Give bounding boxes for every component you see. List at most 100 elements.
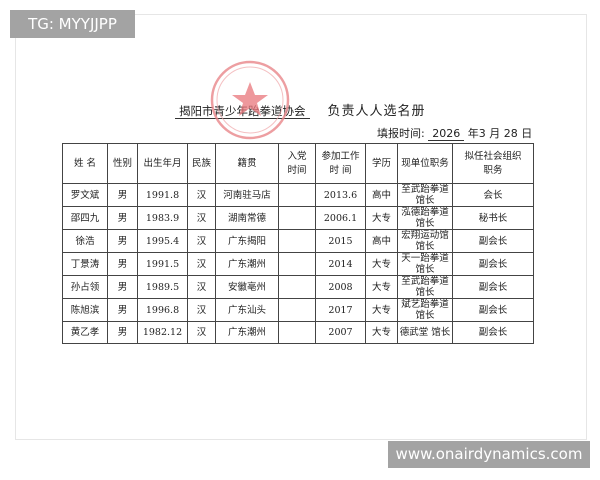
empty-cell: [278, 298, 316, 322]
cell: 2007: [315, 321, 366, 344]
cell: 广东潮州: [215, 321, 279, 344]
roster-table: 姓 名性别 出生年月 民族 籍贯 入党 时间 参加工作时 间学历 现单位职务 拟任社会组织 职务罗…: [62, 143, 534, 344]
data-row: 陈旭滨男 1996.8 汉广东汕头 2017 大专 斌艺跆拳道馆长 副会长: [62, 298, 534, 322]
year: 2026: [428, 127, 465, 141]
cell: 2013.6: [315, 183, 366, 207]
header-cell: 拟任社会组织 职务: [452, 143, 534, 184]
cell: 男: [107, 298, 138, 322]
cell: 广东潮州: [215, 252, 279, 276]
cell: 汉: [187, 252, 216, 276]
header-cell: 学历: [365, 143, 398, 184]
cell: 2015: [315, 229, 366, 253]
cell: 宏翔运动馆馆长: [397, 229, 453, 253]
empty-cell: [278, 229, 316, 253]
cell: 湖南常德: [215, 206, 279, 230]
cell: 安徽亳州: [215, 275, 279, 299]
cell: 高中: [365, 229, 398, 253]
data-row: 丁景涛男 1991.5 汉广东潮州 2014 大专 天一跆拳道馆长 副会长: [62, 252, 534, 276]
cell: 汉: [187, 275, 216, 299]
cell: 泓德跆拳道馆长: [397, 206, 453, 230]
empty-cell: [278, 206, 316, 230]
cell: 徐浩: [62, 229, 108, 253]
cell: 黄乙孝: [62, 321, 108, 344]
cell: 2006.1: [315, 206, 366, 230]
empty-cell: [278, 275, 316, 299]
cell: 汉: [187, 183, 216, 207]
cell: 大专: [365, 321, 398, 344]
cell: 2017: [315, 298, 366, 322]
cell: 2008: [315, 275, 366, 299]
cell: 陈旭滨: [62, 298, 108, 322]
date-line: 填报时间: 2026 年3 月 28 日: [377, 125, 532, 141]
header-cell: 籍贯: [215, 143, 279, 184]
stamp: [210, 60, 290, 140]
cell: 罗文斌: [62, 183, 108, 207]
cell: 邵四九: [62, 206, 108, 230]
header-line: 时 间: [329, 165, 352, 176]
cell: 男: [107, 183, 138, 207]
cell: 副会长: [452, 298, 534, 322]
cell: 广东揭阳: [215, 229, 279, 253]
cell: 大专: [365, 298, 398, 322]
data-row: 孙占领男 1989.5 汉安徽亳州 2008 大专 至武跆拳道馆长 副会长: [62, 275, 534, 299]
cell: 男: [107, 206, 138, 230]
cell: 天一跆拳道馆长: [397, 252, 453, 276]
header-line: 时间: [287, 165, 307, 176]
cell: 1995.4: [137, 229, 188, 253]
cell: 汉: [187, 206, 216, 230]
cell: 丁景涛: [62, 252, 108, 276]
cell: 汉: [187, 229, 216, 253]
cell: 1989.5: [137, 275, 188, 299]
cell: 汉: [187, 321, 216, 344]
cell: 男: [107, 275, 138, 299]
cell: 男: [107, 229, 138, 253]
header-row: 姓 名性别 出生年月 民族 籍贯 入党 时间 参加工作时 间学历 现单位职务 拟任社会组织 职务: [62, 143, 534, 184]
cell: 会长: [452, 183, 534, 207]
day-unit: 日: [521, 127, 533, 140]
cell: 广东汕头: [215, 298, 279, 322]
header-line: 职务: [483, 165, 503, 176]
cell: 1983.9: [137, 206, 188, 230]
empty-cell: [278, 252, 316, 276]
cell: 德武堂 馆长: [397, 321, 453, 344]
cell: 副会长: [452, 229, 534, 253]
cell: 1996.8: [137, 298, 188, 322]
cell: 男: [107, 321, 138, 344]
cell: 至武跆拳道馆长: [397, 183, 453, 207]
month: 3: [478, 127, 486, 140]
cell: 孙占领: [62, 275, 108, 299]
cell: 男: [107, 252, 138, 276]
empty-cell: [278, 321, 316, 344]
header-line: 参加工作: [321, 151, 360, 162]
cell: 至武跆拳道馆长: [397, 275, 453, 299]
header-line: 拟任社会组织: [464, 151, 522, 162]
cell: 秘书长: [452, 206, 534, 230]
cell: 大专: [365, 275, 398, 299]
cell: 2014: [315, 252, 366, 276]
header-cell: 现单位职务: [397, 143, 453, 184]
header-cell: 参加工作时 间: [315, 143, 366, 184]
cell: 1982.12: [137, 321, 188, 344]
header-cell: 姓 名: [62, 143, 108, 184]
cell: 副会长: [452, 252, 534, 276]
watermark: www.onairdynamics.com: [388, 441, 590, 468]
cell: 1991.8: [137, 183, 188, 207]
cell: 大专: [365, 252, 398, 276]
doc-title: 负责人人选名册: [327, 104, 426, 119]
empty-cell: [278, 183, 316, 207]
cell: 河南驻马店: [215, 183, 279, 207]
cell: 副会长: [452, 321, 534, 344]
header-cell: 出生年月: [137, 143, 188, 184]
data-row: 徐浩男 1995.4 汉广东揭阳 2015 高中 宏翔运动馆馆长 副会长: [62, 229, 534, 253]
header-line: 入党: [287, 151, 307, 162]
header-cell: 民族: [187, 143, 216, 184]
data-row: 邵四九男 1983.9 汉湖南常德 2006.1 大专 泓德跆拳道馆长 秘书长: [62, 206, 534, 230]
badge: TG: MYYJJPP: [10, 10, 135, 38]
cell: 汉: [187, 298, 216, 322]
data-row: 罗文斌男 1991.8 汉河南驻马店 2013.6 高中 至武跆拳道馆长 会长: [62, 183, 534, 207]
cell: 1991.5: [137, 252, 188, 276]
date-label: 填报时间:: [377, 127, 425, 140]
header-cell: 性别: [107, 143, 138, 184]
year-unit: 年: [467, 127, 479, 140]
